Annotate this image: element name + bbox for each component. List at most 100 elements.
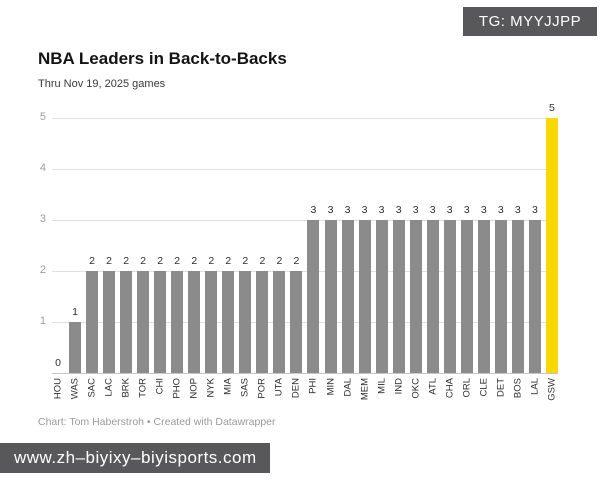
- bar-value-label-tor: 2: [140, 255, 147, 267]
- bar-value-label-hou: 0: [55, 357, 61, 369]
- x-tick-label-sac: SAC: [86, 378, 98, 398]
- chart-title: NBA Leaders in Back-to-Backs: [38, 49, 287, 68]
- y-tick-label-1: 1: [39, 315, 46, 327]
- bar-mem: 3 MEM: [358, 204, 371, 400]
- bar-value-label-chi: 2: [157, 255, 164, 267]
- bar-value-label-lal: 3: [531, 204, 538, 216]
- bar-phi: 3 PHI: [307, 204, 320, 394]
- x-tick-label-min: MIN: [325, 378, 336, 396]
- bar-value-label-cle: 3: [480, 204, 487, 216]
- x-tick-label-phi: PHI: [307, 378, 319, 394]
- bar-brk: 2 BRK: [120, 255, 133, 398]
- bar-atl: 3 ATL: [426, 204, 439, 395]
- bar-ind: 3 IND: [392, 204, 405, 394]
- y-tick-label-4: 4: [39, 162, 46, 174]
- bar-value-label-brk: 2: [123, 255, 130, 267]
- bar-value-label-mem: 3: [361, 204, 368, 216]
- bar-value-label-sas: 2: [242, 255, 249, 267]
- x-tick-label-cle: CLE: [478, 378, 490, 397]
- x-tick-label-orl: ORL: [461, 378, 473, 398]
- x-tick-label-bos: BOS: [512, 378, 524, 399]
- x-tick-label-tor: TOR: [137, 378, 149, 398]
- site-watermark-label: www.zh–biyixy–biyisports.com: [14, 448, 257, 467]
- bar-sac: 2 SAC: [86, 255, 99, 398]
- x-tick-label-atl: ATL: [427, 378, 439, 395]
- bar-nyk: 2 NYK: [205, 255, 218, 398]
- x-tick-label-brk: BRK: [120, 378, 132, 398]
- chart-credit: Chart: Tom Haberstroh • Created with Dat…: [38, 416, 276, 428]
- x-tick-label-okc: OKC: [410, 378, 422, 399]
- bar-value-label-det: 3: [497, 204, 504, 216]
- x-tick-label-por: POR: [256, 378, 268, 399]
- bar-mia: 2 MIA: [222, 255, 235, 395]
- x-tick-label-mia: MIA: [222, 378, 234, 395]
- bar-mil: 3 MIL: [375, 204, 388, 394]
- bar-value-label-uta: 2: [276, 255, 283, 267]
- bar-value-label-was: 1: [72, 306, 78, 318]
- x-axis-baseline: [52, 373, 558, 374]
- bar-value-label-orl: 3: [463, 204, 470, 216]
- bar-cle: 3 CLE: [477, 204, 490, 396]
- bar-series: 0 HOU 1 WAS 2 SAC 2 LAC 2 BRK 2 TOR 2 CHI 2 PHO 2 NOP 2 NYK…: [52, 102, 558, 401]
- bar-lac: 2 LAC: [103, 255, 116, 396]
- x-tick-label-nyk: NYK: [205, 378, 217, 398]
- x-tick-label-dal: DAL: [342, 378, 354, 397]
- bar-value-label-sac: 2: [89, 255, 95, 267]
- bar-value-label-nyk: 2: [208, 255, 215, 267]
- y-tick-label-3: 3: [39, 213, 46, 225]
- x-tick-label-was: WAS: [69, 378, 81, 400]
- bar-value-label-cha: 3: [446, 204, 453, 216]
- bar-dal: 3 DAL: [341, 204, 354, 396]
- bar-sas: 2 SAS: [239, 255, 252, 397]
- tg-watermark-badge: TG: MYYJJPP: [463, 7, 597, 36]
- bar-value-label-okc: 3: [412, 204, 419, 216]
- y-tick-label-2: 2: [39, 264, 46, 276]
- bar-uta: 2 UTA: [273, 255, 286, 396]
- bar-den: 2 DEN: [290, 255, 303, 398]
- bar-was: 1 WAS: [69, 306, 82, 399]
- x-tick-label-cha: CHA: [444, 378, 456, 399]
- bar-pho: 2 PHO: [171, 255, 184, 399]
- tg-watermark-label: TG: MYYJJPP: [478, 13, 582, 30]
- bar-chi: 2 CHI: [154, 255, 167, 394]
- x-tick-label-gsw: GSW: [546, 378, 558, 401]
- bar-min: 3 MIN: [324, 204, 337, 395]
- bar-value-label-lac: 2: [106, 255, 113, 267]
- site-watermark-bar: www.zh–biyixy–biyisports.com: [0, 443, 270, 473]
- bar-value-label-por: 2: [259, 255, 266, 267]
- chart-subtitle: Thru Nov 19, 2025 games: [38, 78, 166, 90]
- x-tick-label-den: DEN: [290, 378, 302, 399]
- bar-value-label-mil: 3: [378, 204, 385, 216]
- bar-value-label-bos: 3: [514, 204, 521, 216]
- bar-value-label-mia: 2: [225, 255, 232, 267]
- x-tick-label-ind: IND: [393, 378, 405, 395]
- x-tick-label-pho: PHO: [171, 378, 183, 399]
- bar-value-label-gsw: 5: [548, 102, 555, 114]
- x-tick-label-sas: SAS: [239, 378, 251, 398]
- x-tick-label-lal: LAL: [529, 378, 541, 395]
- y-tick-label-5: 5: [39, 111, 46, 123]
- bar-nop: 2 NOP: [188, 255, 201, 399]
- x-tick-label-mil: MIL: [376, 378, 388, 394]
- x-tick-label-hou: HOU: [52, 378, 64, 400]
- x-tick-label-chi: CHI: [154, 378, 166, 395]
- bar-bos: 3 BOS: [511, 204, 524, 398]
- bar-value-label-min: 3: [327, 204, 334, 216]
- x-tick-label-nop: NOP: [188, 378, 200, 399]
- bar-gsw: 5 GSW: [545, 102, 558, 401]
- bar-okc: 3 OKC: [409, 204, 422, 399]
- bar-value-label-atl: 3: [429, 204, 436, 216]
- bar-value-label-nop: 2: [191, 255, 198, 267]
- bar-value-label-pho: 2: [174, 255, 181, 267]
- bar-det: 3 DET: [494, 204, 507, 397]
- bar-lal: 3 LAL: [528, 204, 541, 395]
- x-tick-label-det: DET: [495, 378, 507, 397]
- x-tick-label-lac: LAC: [103, 378, 115, 397]
- bar-orl: 3 ORL: [460, 204, 473, 398]
- x-tick-label-mem: MEM: [359, 378, 371, 401]
- bar-value-label-den: 2: [293, 255, 300, 267]
- bar-value-label-dal: 3: [344, 204, 351, 216]
- bar-por: 2 POR: [256, 255, 269, 399]
- bar-value-label-phi: 3: [310, 204, 317, 216]
- bar-cha: 3 CHA: [443, 204, 456, 398]
